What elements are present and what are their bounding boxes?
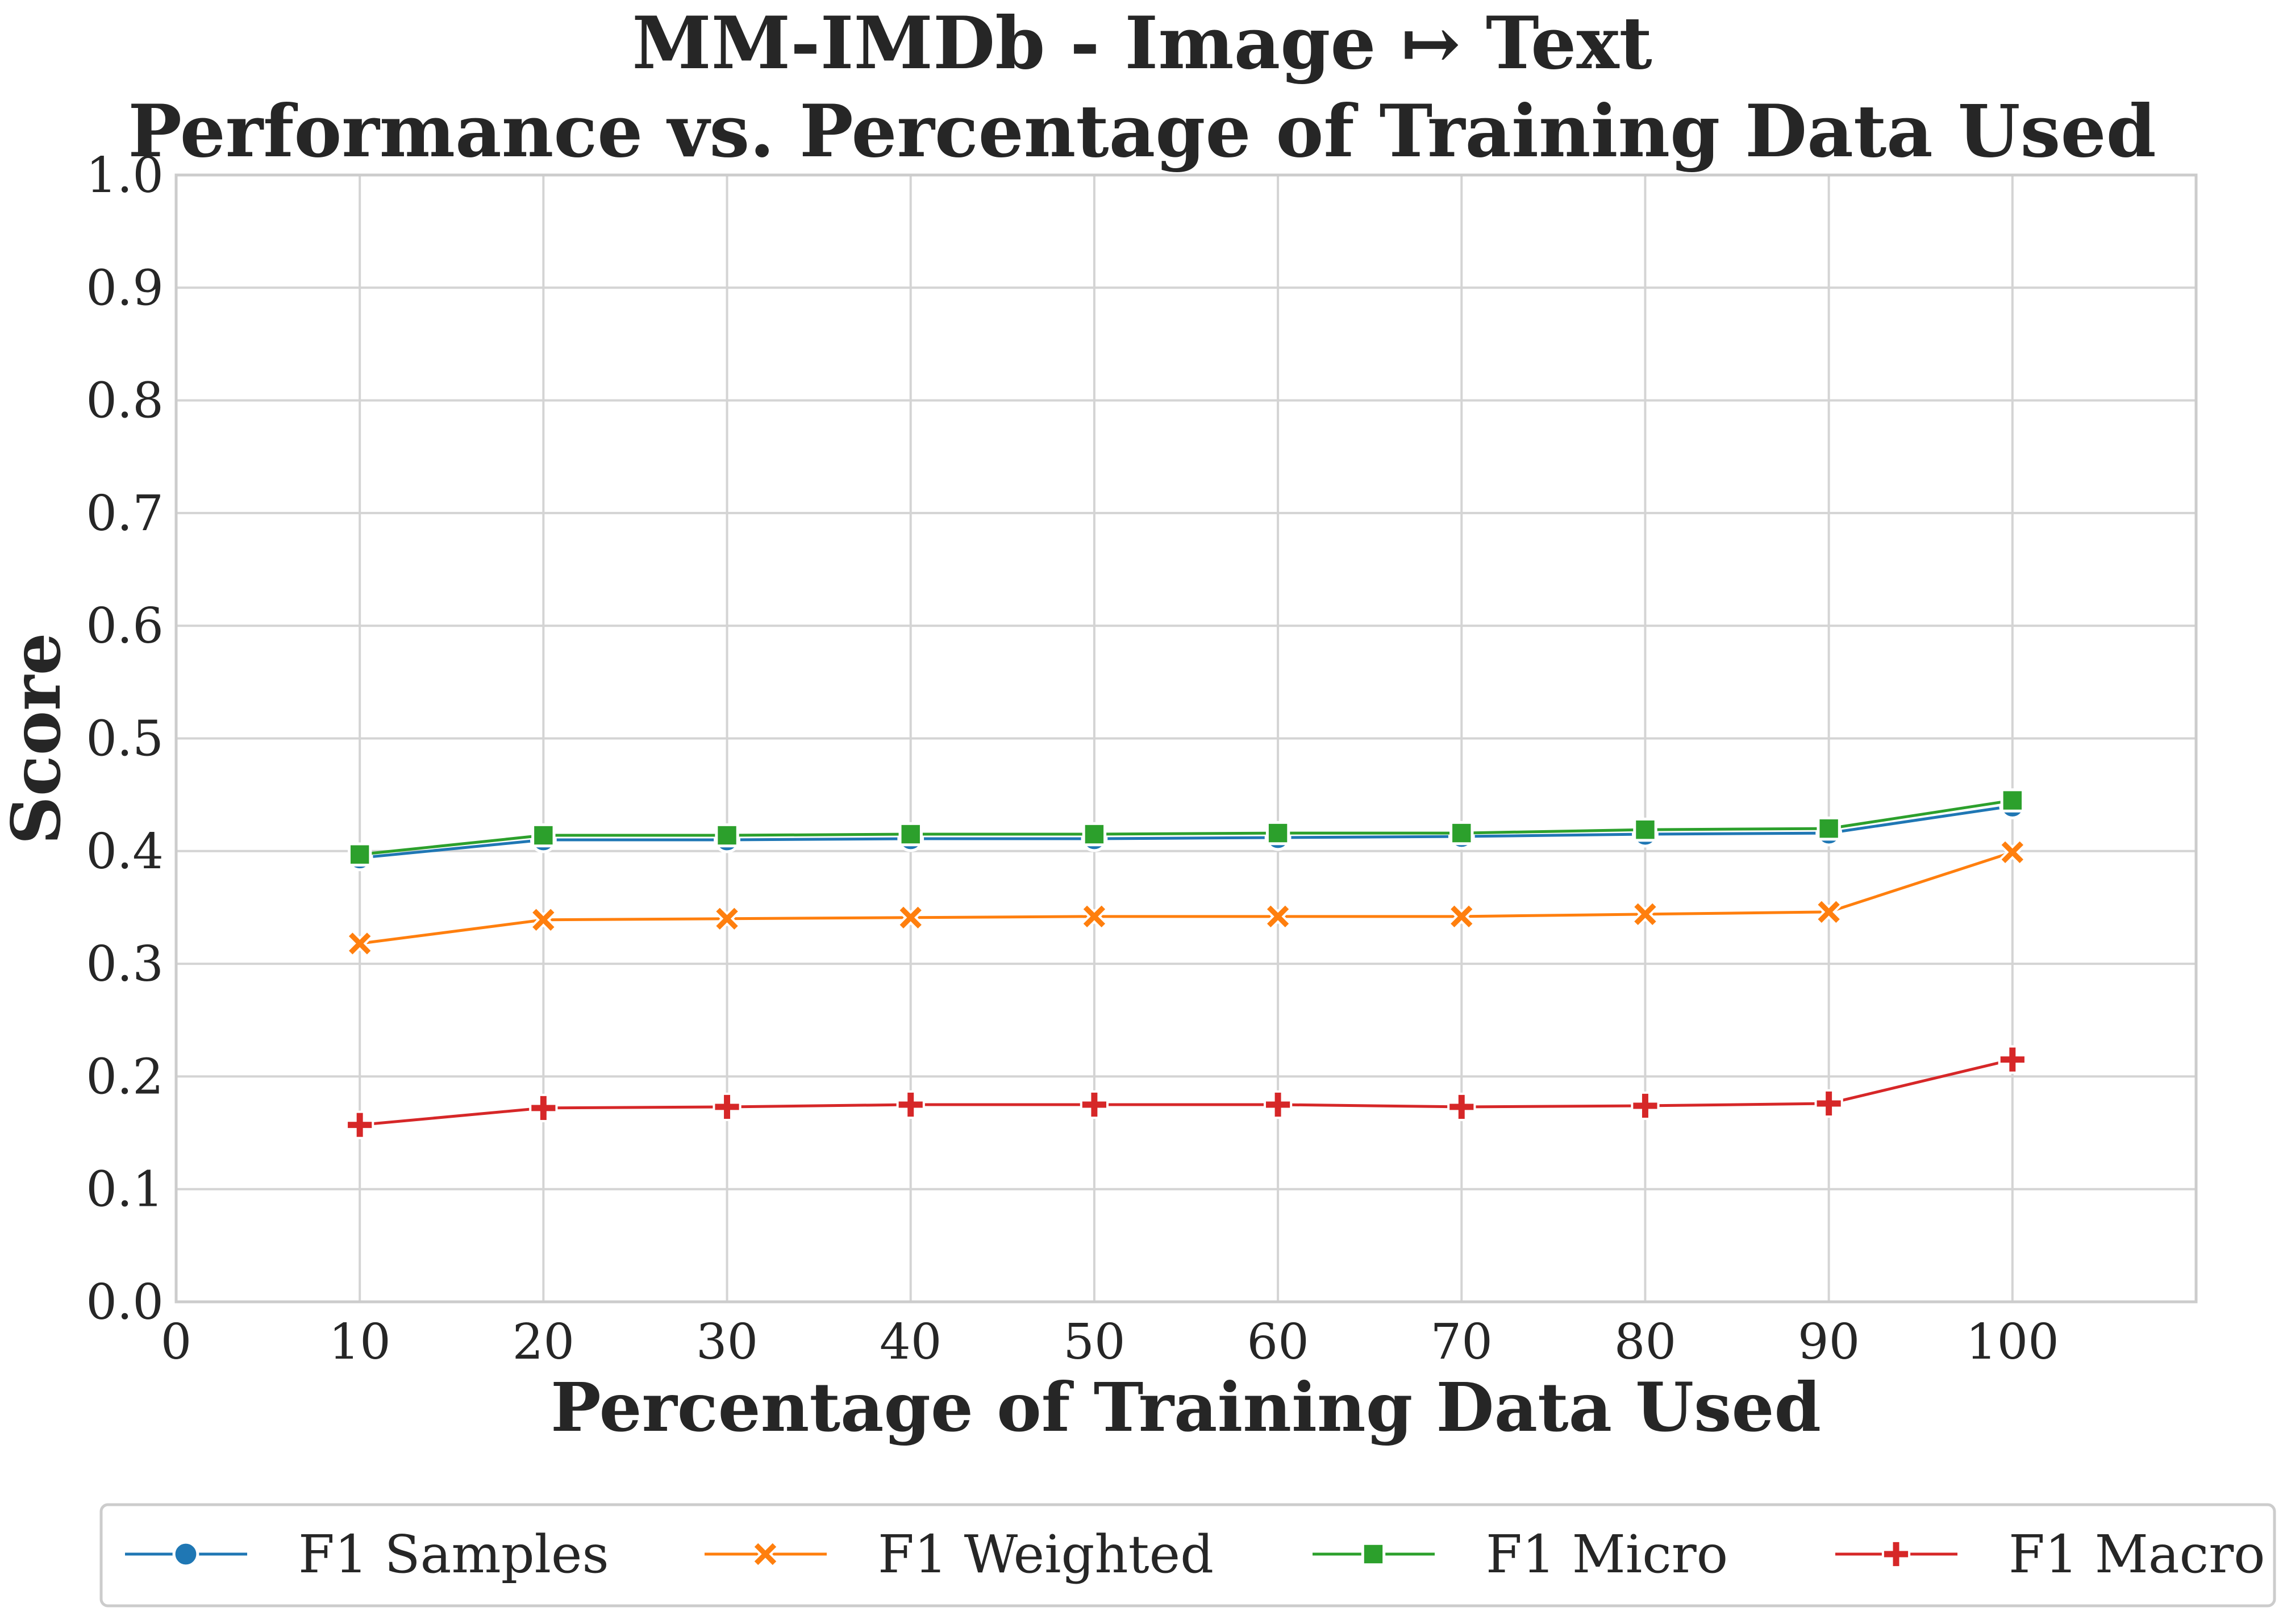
x-tick-label: 10 <box>328 1314 390 1371</box>
y-tick-label: 0.8 <box>86 373 164 430</box>
legend-item-0: F1 Samples <box>125 1524 609 1585</box>
data-point <box>1814 1089 1843 1118</box>
y-axis-label: Score <box>0 632 76 844</box>
series-line <box>359 805 2013 860</box>
legend-frame <box>99 1503 2276 1608</box>
chart-title-line-2: Performance vs. Percentage of Training D… <box>128 89 2156 173</box>
legend-marker <box>1881 1539 1911 1569</box>
data-point <box>1998 1045 2027 1074</box>
data-point <box>1817 816 1841 841</box>
legend-marker <box>172 1540 199 1568</box>
legend-label: F1 Micro <box>1486 1524 1728 1585</box>
series-1 <box>345 838 2027 958</box>
data-point <box>345 929 374 958</box>
legend-item-2: F1 Micro <box>1313 1524 1728 1585</box>
legend-item-3: F1 Macro <box>1835 1524 2265 1585</box>
plot-frame <box>174 173 2198 1304</box>
data-point <box>1265 821 1290 846</box>
data-point <box>896 1090 925 1119</box>
data-point <box>1082 822 1107 847</box>
y-tick-labels: 0.0 0.1 0.2 0.3 0.4 0.5 0.6 0.7 0.8 0.9 1.0 <box>86 147 164 1331</box>
data-point <box>345 1110 374 1139</box>
legend-marker <box>1361 1542 1386 1567</box>
series-line <box>359 799 2013 856</box>
x-tick-label: 90 <box>1798 1314 1860 1371</box>
legend-label: F1 Weighted <box>878 1524 1214 1585</box>
series-3 <box>345 1045 2027 1139</box>
x-tick-label: 40 <box>880 1314 942 1371</box>
series-line <box>359 851 2013 945</box>
data-point <box>1263 1090 1293 1119</box>
data-point <box>1814 898 1843 926</box>
data-point <box>347 842 372 867</box>
x-tick-labels: 0 10 20 30 40 50 60 70 80 90 100 <box>161 1314 2059 1371</box>
x-tick-label: 100 <box>1966 1314 2059 1371</box>
series-line <box>359 1058 2013 1127</box>
series-2 <box>347 788 2025 867</box>
data-point <box>531 823 556 848</box>
data-point <box>529 905 558 934</box>
y-tick-label: 0.6 <box>86 598 164 655</box>
x-tick-label: 70 <box>1431 1314 1493 1371</box>
legend-label: F1 Samples <box>298 1524 609 1585</box>
y-tick-label: 0.4 <box>86 823 164 880</box>
data-point <box>2000 788 2025 813</box>
x-tick-label: 80 <box>1614 1314 1676 1371</box>
data-point <box>1080 1090 1109 1119</box>
series <box>345 788 2027 1139</box>
y-tick-label: 0.2 <box>86 1048 164 1105</box>
y-tick-label: 1.0 <box>86 147 164 204</box>
legend-label: F1 Macro <box>2009 1524 2265 1585</box>
data-point <box>1631 900 1660 928</box>
data-point <box>896 903 925 932</box>
data-point <box>898 822 923 847</box>
data-point <box>1264 902 1292 931</box>
data-point <box>1631 1091 1660 1121</box>
y-tick-label: 0.9 <box>86 260 164 317</box>
data-point <box>713 904 741 933</box>
chart-title-line-1: MM-IMDb - Image ↦ Text <box>632 1 1652 85</box>
data-point <box>715 823 739 848</box>
data-point <box>1633 817 1657 842</box>
data-point <box>1080 902 1109 931</box>
x-tick-label: 60 <box>1247 1314 1309 1371</box>
x-axis-label: Percentage of Training Data Used <box>551 1368 1821 1447</box>
data-point <box>1447 1092 1476 1122</box>
y-tick-label: 0.0 <box>86 1274 164 1331</box>
data-point <box>529 1093 558 1123</box>
y-tick-label: 0.5 <box>86 711 164 768</box>
data-point <box>713 1092 741 1122</box>
y-tick-label: 0.3 <box>86 936 164 993</box>
x-tick-label: 0 <box>161 1314 192 1371</box>
y-tick-label: 0.7 <box>86 485 164 542</box>
legend-marker <box>751 1540 780 1568</box>
x-tick-label: 30 <box>696 1314 758 1371</box>
x-tick-label: 50 <box>1063 1314 1125 1371</box>
x-tick-label: 20 <box>513 1314 574 1371</box>
y-tick-label: 0.1 <box>86 1161 164 1218</box>
data-point <box>1447 902 1476 931</box>
data-point <box>1449 821 1474 846</box>
data-point <box>1998 838 2027 867</box>
legend: F1 Samples F1 Weighted F1 Micro F1 Macro <box>99 1503 2276 1608</box>
legend-item-1: F1 Weighted <box>705 1524 1214 1585</box>
